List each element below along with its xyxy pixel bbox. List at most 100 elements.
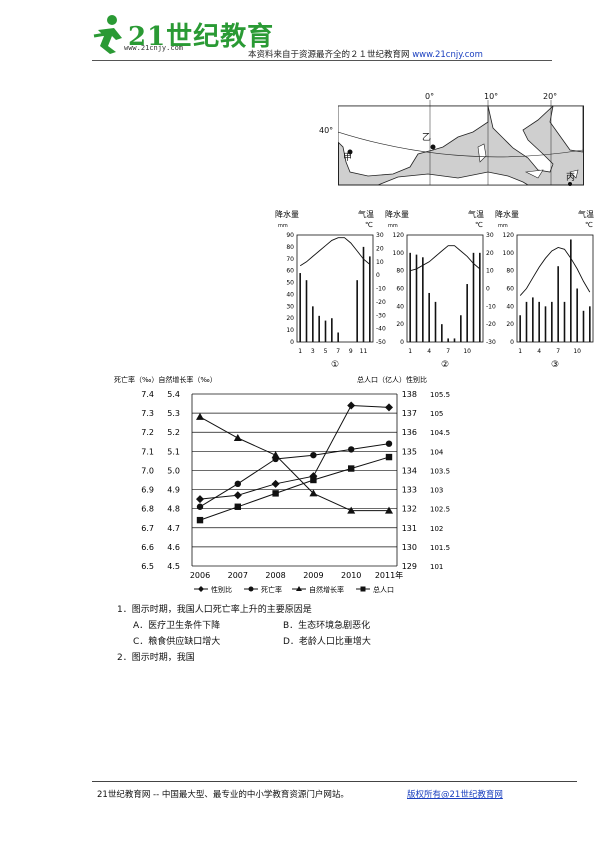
- question-2-number: 2．: [117, 653, 132, 663]
- climate-right-tick-1: -30: [486, 339, 496, 346]
- place-bing: 丙: [566, 173, 576, 183]
- chart-ytick-c: 133: [402, 486, 417, 495]
- climate-left-title-0: 降水量: [275, 209, 299, 219]
- chart-top-left-label: 死亡率（‰）自然增长率（‰）: [114, 375, 217, 384]
- chart-ytick-c: 137: [402, 409, 417, 418]
- climate-left-tick-2: 120: [503, 232, 515, 239]
- chart-point-death-rate: [385, 440, 393, 447]
- climate-frame-1: [406, 234, 484, 343]
- question-1-text: 图示时期，我国人口死亡率上升的主要原因是: [131, 605, 312, 615]
- climate-right-unit-2: ℃: [585, 221, 593, 229]
- chart-ytick-a: 7.1: [141, 447, 154, 456]
- climate-left-tick-0: 40: [286, 291, 294, 298]
- climate-right-tick-1: 20: [486, 250, 494, 257]
- climate-right-tick-1: -20: [486, 321, 496, 328]
- option-b: B．生态环境急剧恶化: [283, 621, 371, 631]
- chart-series-line-3: [199, 456, 390, 521]
- climate-left-tick-2: 40: [506, 303, 514, 310]
- option-d: D．老龄人口比重增大: [283, 637, 371, 647]
- chart-ytick-b: 5.4: [167, 390, 180, 399]
- climate-left-title-1: 降水量: [385, 209, 409, 219]
- header-link[interactable]: www.21cnjy.com: [412, 50, 483, 60]
- chart-point-population: [196, 516, 204, 524]
- point-jia: [347, 149, 353, 155]
- question-2: 2．图示时期，我国: [117, 652, 195, 665]
- climate-temp-line-2: [519, 247, 591, 296]
- climate-left-tick-2: 20: [506, 321, 514, 328]
- chart-ytick-b: 4.6: [167, 543, 180, 552]
- chart-ytick-d: 101.5: [430, 544, 450, 552]
- chart-ytick-b: 4.5: [167, 562, 180, 571]
- chart-point-death-rate: [348, 446, 355, 453]
- chart-ytick-d: 102.5: [430, 506, 450, 514]
- climate-left-tick-0: 20: [286, 315, 294, 322]
- footer-copyright-link[interactable]: 版权所有@21世纪教育网: [407, 790, 503, 800]
- climate-chart-label-1: ②: [441, 360, 449, 370]
- climate-temp-line-0: [299, 237, 371, 267]
- lon-label-10: 10°: [484, 92, 499, 101]
- chart-ytick-d: 105.5: [430, 391, 450, 399]
- climate-left-tick-0: 60: [286, 268, 294, 275]
- chart-ytick-d: 103: [430, 487, 443, 495]
- climate-left-tick-2: 0: [510, 339, 514, 346]
- point-yi: [430, 144, 436, 150]
- climate-right-tick-1: 10: [486, 268, 494, 275]
- chart-point-sex-ratio: [196, 495, 204, 504]
- point-bing: [568, 182, 572, 186]
- chart-point-sex-ratio: [271, 479, 280, 488]
- chart-ytick-a: 6.8: [141, 505, 154, 514]
- chart-ytick-b: 4.9: [167, 486, 180, 495]
- header-notice: 本资料来自于资源最齐全的２１世纪教育网 www.21cnjy.com: [248, 48, 483, 60]
- climate-left-tick-0: 0: [290, 339, 294, 346]
- chart-point-population: [310, 476, 317, 484]
- legend-label-1: 死亡率: [261, 585, 282, 594]
- chart-ytick-c: 135: [402, 447, 417, 456]
- chart-point-sex-ratio: [385, 403, 393, 412]
- climate-right-title-2: 气温: [578, 209, 594, 219]
- climate-chart-label-2: ③: [551, 360, 559, 370]
- climate-right-tick-1: 30: [486, 232, 494, 239]
- climate-left-unit-0: mm: [278, 223, 288, 229]
- question-1-number: 1．: [117, 605, 132, 615]
- chart-ytick-b: 5.1: [167, 447, 180, 456]
- legend-marker-2: [296, 586, 302, 591]
- climate-x-tick-0: 1: [298, 348, 302, 355]
- logo: [92, 10, 232, 58]
- chart-x-tick: 2011年: [375, 570, 403, 580]
- footer-text: 21世纪教育网 -- 中国最大型、最专业的中小学教育资源门户网站。: [97, 790, 349, 800]
- option-c: C．粮食供应缺口增大: [133, 637, 221, 647]
- chart-ytick-a: 6.6: [141, 543, 154, 552]
- chart-point-growth-rate: [271, 451, 280, 459]
- climate-x-tick-0: 7: [336, 348, 340, 355]
- chart-ytick-b: 4.7: [167, 524, 180, 533]
- climate-x-tick-1: 4: [427, 348, 431, 355]
- chart-ytick-d: 103.5: [430, 467, 450, 475]
- chart-ytick-c: 129: [402, 562, 417, 571]
- climate-right-tick-0: 30: [376, 232, 384, 239]
- chart-x-tick: 2010: [341, 571, 361, 580]
- climate-frame-2: [516, 234, 594, 343]
- chart-point-sex-ratio: [347, 401, 356, 410]
- climate-left-tick-2: 80: [506, 268, 514, 275]
- climate-x-tick-1: 10: [463, 348, 471, 355]
- chart-ytick-d: 101: [430, 563, 443, 571]
- chart-ytick-c: 138: [402, 390, 417, 399]
- chart-ytick-c: 132: [402, 505, 417, 514]
- chart-ytick-d: 104.5: [430, 429, 450, 437]
- chart-ytick-c: 131: [402, 524, 417, 533]
- logo-text: 21世纪教育: [128, 22, 275, 52]
- climate-charts: 降水量mm气温℃90807060504030201003020100-10-20…: [275, 209, 594, 370]
- question-1: 1．图示时期，我国人口死亡率上升的主要原因是: [117, 604, 312, 617]
- chart-point-growth-rate: [233, 433, 242, 441]
- climate-x-tick-2: 1: [518, 348, 522, 355]
- climate-x-tick-1: 1: [408, 348, 412, 355]
- climate-right-tick-0: 10: [376, 259, 384, 266]
- chart-ytick-a: 7.3: [141, 409, 154, 418]
- chart-point-population: [272, 490, 279, 497]
- climate-x-tick-2: 10: [573, 348, 581, 355]
- climate-chart-label-0: ①: [331, 360, 339, 370]
- chart-ytick-a: 6.5: [141, 562, 154, 571]
- chart-ytick-d: 104: [430, 448, 444, 456]
- climate-right-tick-1: 0: [486, 286, 490, 293]
- chart-ytick-b: 5.2: [167, 428, 180, 437]
